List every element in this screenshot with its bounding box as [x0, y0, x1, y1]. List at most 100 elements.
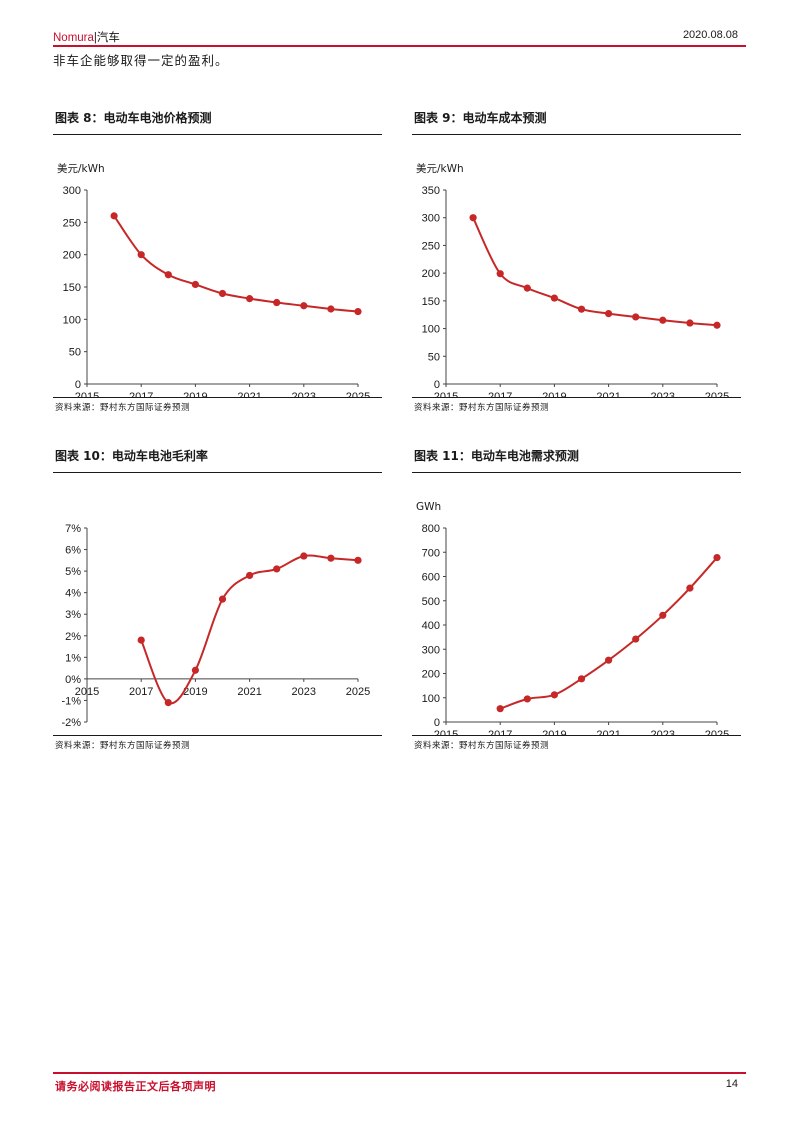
figure-top-rule [53, 134, 382, 135]
y-tick-label: 500 [422, 596, 440, 608]
data-point [632, 313, 640, 321]
figure-title: 图表 8：电动车电池价格预测 [55, 111, 212, 125]
y-tick-label: 7% [65, 523, 81, 535]
data-point [523, 284, 531, 292]
data-point [659, 316, 667, 324]
y-tick-label: 200 [422, 268, 440, 280]
figure-source: 资料来源：野村东方国际证券预测 [55, 403, 191, 413]
data-point [523, 695, 531, 703]
data-point [191, 666, 199, 674]
data-point [191, 280, 199, 289]
intro-text: 非车企能够取得一定的盈利。 [53, 53, 229, 68]
data-point [273, 298, 281, 307]
data-point [137, 636, 145, 644]
data-point [164, 271, 172, 279]
figure-battery-price: 图表 8：电动车电池价格预测 美元/kWh 0 50 100 150 200 250 300 2… [53, 109, 382, 413]
figure-ev-cost: 图表 9：电动车成本预测 美元/kWh 0 50 100 150 200 250 300 350… [412, 109, 741, 413]
data-point [164, 699, 172, 707]
x-tick-label: 2017 [488, 729, 512, 735]
y-tick-label: 100 [422, 693, 440, 705]
data-point [605, 656, 613, 664]
x-tick-label: 2025 [705, 729, 729, 735]
y-tick-label: 200 [63, 250, 81, 262]
data-point [246, 295, 254, 303]
figure-bottom-rule [53, 735, 382, 736]
y-tick-label: 50 [69, 347, 81, 359]
data-point [218, 289, 227, 298]
figure-source: 资料来源：野村东方国际证券预测 [414, 403, 550, 413]
data-point [713, 553, 721, 562]
y-tick-label: 300 [422, 644, 440, 656]
series-line [472, 217, 718, 327]
y-tick-label: 400 [422, 620, 440, 632]
data-point [218, 595, 227, 603]
figure-source: 资料来源：野村东方国际证券预测 [414, 741, 550, 751]
y-tick-label: 300 [63, 185, 81, 197]
y-tick-label: 5% [65, 566, 81, 578]
x-tick-label: 2025 [346, 391, 370, 397]
data-point [550, 294, 558, 302]
y-tick-label: 100 [422, 324, 440, 336]
y-tick-label: 700 [422, 547, 440, 559]
x-tick-label: 2017 [488, 391, 512, 397]
y-tick-label: 50 [428, 351, 440, 363]
x-tick-label: 2025 [705, 391, 729, 397]
y-tick-label: 0% [65, 674, 81, 686]
disclaimer-text: 请务必阅读报告正文后各项声明 [55, 1080, 216, 1093]
figure-title: 图表 11：电动车电池需求预测 [414, 449, 579, 463]
brand-name: Nomura [53, 32, 94, 44]
y-unit-label: 美元/kWh [416, 162, 464, 175]
gross-margin-chart: -2% -1% 0% 1% 2% 3% 4% 5% 6% 7% 2015 2017 2019 2021 20… [61, 523, 370, 729]
data-point [469, 214, 477, 222]
data-point [686, 319, 694, 327]
y-tick-label: 0 [434, 717, 440, 729]
data-point [246, 571, 254, 580]
figure-gross-margin: 图表 10：电动车电池毛利率 -2% -1% 0% 1% 2% 3% 4% 5% 6% 7% 201… [53, 447, 382, 751]
y-tick-label: 800 [422, 523, 440, 535]
y-unit-label: 美元/kWh [57, 162, 105, 175]
brand-line: Nomura|汽车 [53, 29, 120, 45]
figure-bottom-rule [412, 397, 741, 398]
data-point [605, 310, 613, 318]
figure-bottom-rule [412, 735, 741, 736]
battery-demand-chart: GWh 0 100 200 300 400 500 600 700 800 2015 2017 2019… [416, 501, 729, 735]
series-line [499, 556, 718, 710]
figure-battery-demand: 图表 11：电动车电池需求预测 GWh 0 100 200 300 400 500 600 70… [412, 447, 741, 751]
x-tick-label: 2017 [129, 391, 153, 397]
y-tick-label: 300 [422, 213, 440, 225]
y-tick-label: 250 [63, 217, 81, 229]
data-point [137, 251, 145, 259]
data-point [354, 556, 362, 564]
figure-title: 图表 9：电动车成本预测 [414, 111, 547, 125]
y-tick-label: 200 [422, 669, 440, 681]
x-tick-label: 2023 [651, 391, 675, 397]
ev-cost-chart: 美元/kWh 0 50 100 150 200 250 300 350 2015 2017 2019 2… [416, 162, 729, 397]
x-tick-label: 2019 [183, 391, 207, 397]
data-point [550, 691, 558, 699]
data-point [659, 611, 667, 619]
data-point [110, 212, 118, 220]
data-point [300, 552, 308, 560]
figure-bottom-rule [53, 397, 382, 398]
figure-source: 资料来源：野村东方国际证券预测 [55, 741, 191, 751]
page-header: Nomura|汽车 2020.08.08 [53, 27, 746, 47]
data-point [354, 307, 362, 316]
x-tick-label: 2015 [75, 686, 99, 698]
battery-price-chart: 美元/kWh 0 50 100 150 200 250 300 2015 2017 2019 2021… [57, 162, 370, 397]
y-tick-label: 4% [65, 588, 81, 600]
data-point [327, 305, 335, 313]
x-tick-label: 2015 [75, 391, 99, 397]
page-number: 14 [725, 1078, 738, 1090]
x-tick-label: 2017 [129, 686, 153, 698]
data-point [577, 305, 586, 313]
x-tick-label: 2021 [237, 686, 261, 698]
x-tick-label: 2023 [651, 729, 675, 735]
y-tick-label: 2% [65, 631, 81, 643]
x-tick-label: 2025 [346, 686, 370, 698]
data-point [300, 302, 308, 310]
figure-title: 图表 10：电动车电池毛利率 [55, 449, 208, 463]
series-line [113, 215, 359, 313]
y-tick-label: 150 [422, 296, 440, 308]
header-rule [53, 45, 746, 47]
y-tick-label: 100 [63, 314, 81, 326]
